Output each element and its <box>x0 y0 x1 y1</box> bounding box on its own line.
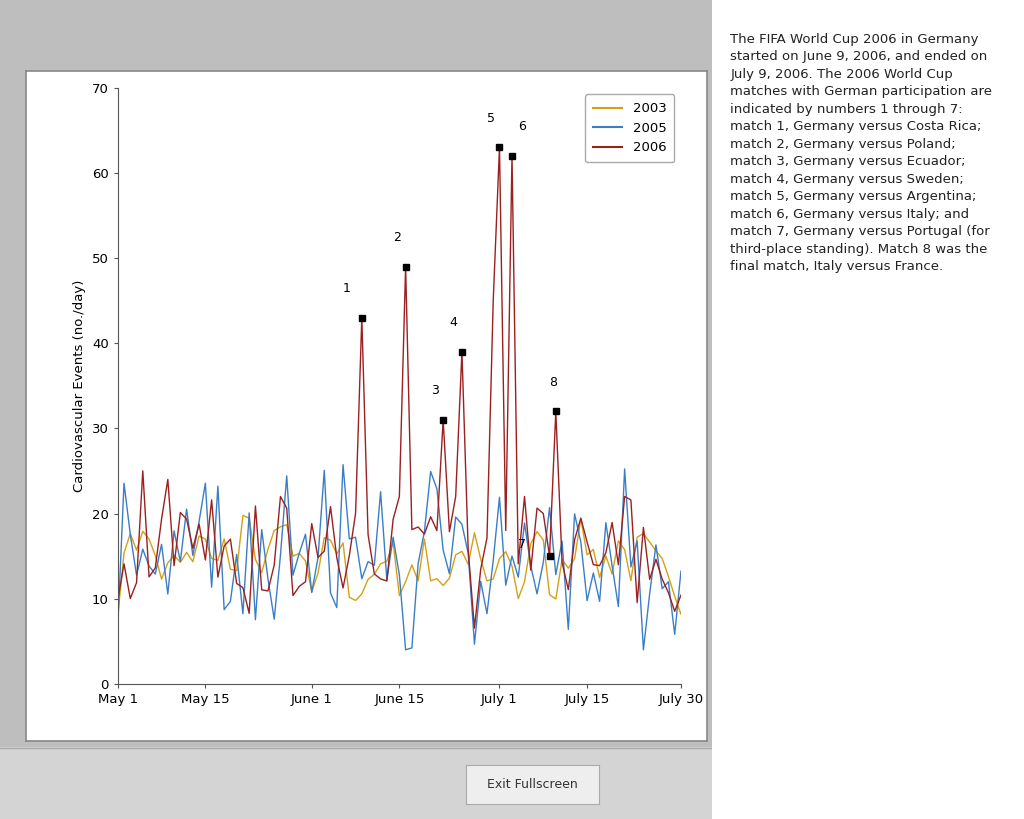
2005 <box>600 518 612 527</box>
Text: Exit Fullscreen: Exit Fullscreen <box>487 778 578 791</box>
Text: 4: 4 <box>450 316 458 329</box>
2006 <box>256 585 268 595</box>
2006 <box>468 623 480 633</box>
2006 <box>180 514 193 524</box>
2006 <box>600 548 612 558</box>
Text: 5: 5 <box>487 111 495 124</box>
2005 <box>675 566 687 576</box>
2003 <box>663 572 675 581</box>
2006 <box>669 606 681 616</box>
Text: 8: 8 <box>550 376 557 389</box>
2003 <box>594 572 606 582</box>
2003 <box>675 609 687 619</box>
2005 <box>450 512 462 522</box>
2005 <box>112 622 124 631</box>
Text: 2: 2 <box>393 231 401 244</box>
2005 <box>399 645 412 654</box>
2003 <box>669 591 681 601</box>
Line: 2005: 2005 <box>118 464 681 649</box>
2005 <box>337 459 349 469</box>
2006 <box>243 609 255 618</box>
Text: 6: 6 <box>518 120 526 133</box>
Line: 2006: 2006 <box>118 147 681 628</box>
Text: 7: 7 <box>518 537 526 550</box>
2003 <box>237 510 249 520</box>
Y-axis label: Cardiovascular Events (no./day): Cardiovascular Events (no./day) <box>74 279 86 492</box>
2003 <box>180 548 193 558</box>
2006 <box>112 595 124 605</box>
2003 <box>262 545 274 554</box>
2006 <box>675 590 687 600</box>
Line: 2003: 2003 <box>118 515 681 616</box>
Legend: 2003, 2005, 2006: 2003, 2005, 2006 <box>585 94 675 162</box>
2003 <box>249 554 261 564</box>
2005 <box>256 525 268 535</box>
2005 <box>180 505 193 514</box>
2005 <box>669 630 681 640</box>
2006 <box>494 143 506 152</box>
Text: 3: 3 <box>431 384 438 397</box>
Text: 1: 1 <box>343 282 351 295</box>
2003 <box>112 611 124 621</box>
Text: The FIFA World Cup 2006 in Germany
started on June 9, 2006, and ended on
July 9,: The FIFA World Cup 2006 in Germany start… <box>730 33 992 274</box>
2006 <box>437 415 450 425</box>
2005 <box>243 508 255 518</box>
